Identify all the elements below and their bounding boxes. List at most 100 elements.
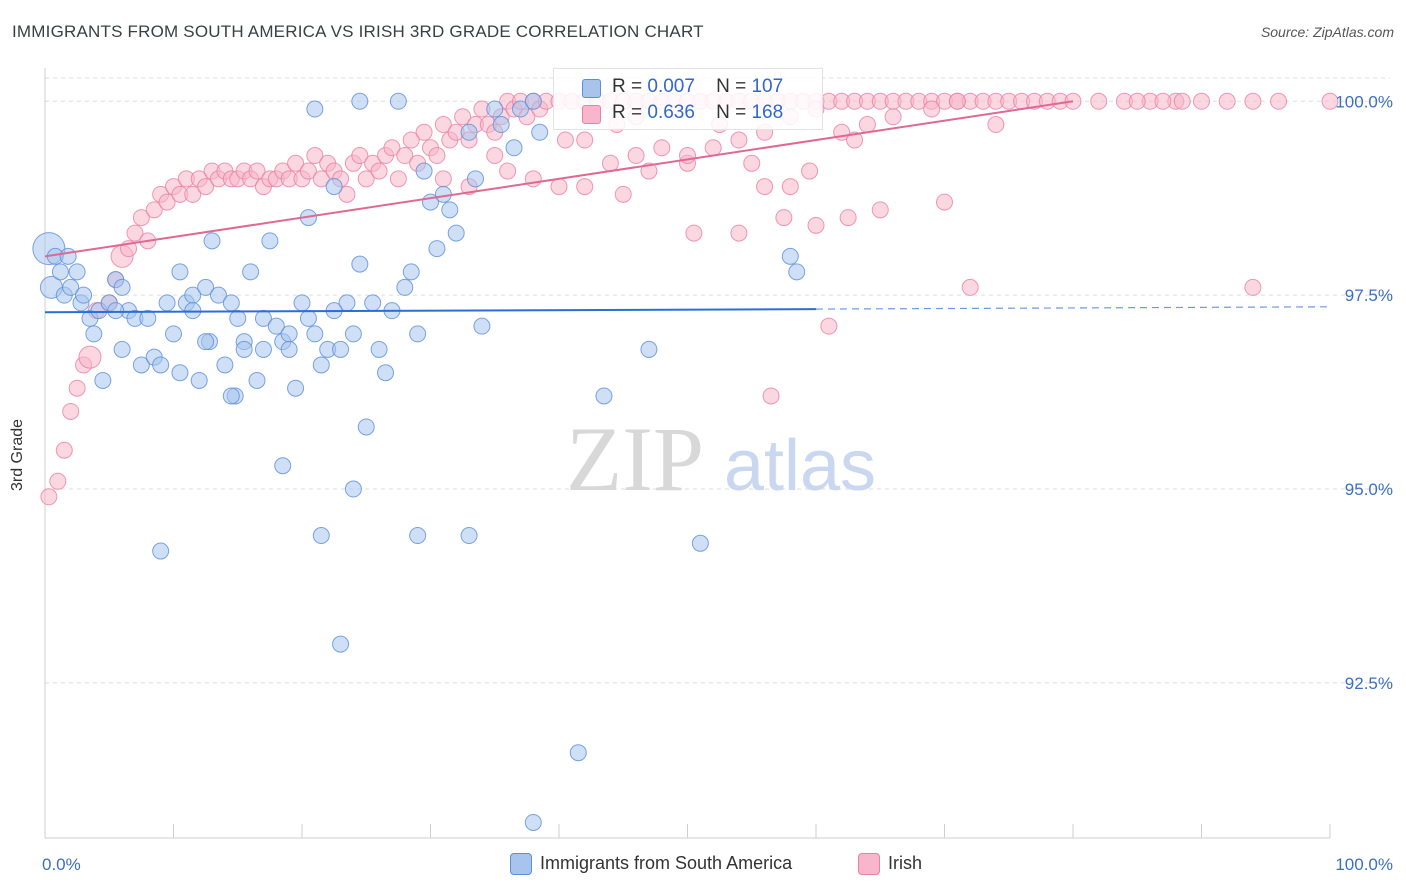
south-america-point	[511, 100, 529, 118]
south-america-point	[59, 247, 77, 265]
irish-point	[730, 224, 748, 242]
chart-title: IMMIGRANTS FROM SOUTH AMERICA VS IRISH 3…	[12, 22, 704, 41]
south-america-point	[216, 356, 234, 374]
irish-point	[756, 178, 774, 196]
south-america-point	[248, 371, 266, 389]
south-america-point	[222, 387, 240, 405]
irish-point	[1193, 92, 1210, 110]
south-america-point	[209, 286, 227, 304]
irish-point	[858, 116, 876, 134]
irish-point	[704, 139, 722, 157]
south-america-point	[85, 325, 103, 343]
irish-point	[49, 472, 67, 490]
irish-point	[775, 209, 793, 227]
irish-point	[627, 147, 645, 165]
south-america-point	[396, 278, 414, 296]
south-america-point	[312, 356, 330, 374]
south-america-point	[531, 123, 549, 141]
irish-point	[1270, 92, 1288, 110]
south-america-point	[254, 340, 272, 358]
irish-point	[383, 139, 401, 157]
bottom-legend-swatch-blue	[510, 853, 532, 875]
south-america-point	[492, 116, 510, 134]
irish-point	[126, 224, 144, 242]
bottom-legend-swatch-pink	[858, 853, 880, 875]
south-america-point	[377, 364, 395, 382]
irish-point	[389, 170, 407, 188]
irish-point	[576, 131, 594, 149]
irish-point	[1154, 92, 1172, 110]
irish-point	[923, 100, 941, 118]
y-tick-label: 97.5%	[1345, 286, 1393, 305]
south-america-point	[235, 340, 253, 358]
south-america-point	[312, 527, 330, 545]
irish-point	[1218, 92, 1236, 110]
legend-r-label: R =	[612, 76, 643, 97]
south-america-point	[51, 263, 69, 281]
irish-point	[434, 170, 452, 188]
irish-point	[839, 209, 857, 227]
south-america-point	[486, 100, 504, 118]
irish-point	[936, 193, 953, 211]
south-america-point	[389, 92, 407, 110]
south-america-point	[788, 263, 806, 281]
watermark-atlas: atlas	[724, 426, 876, 506]
south-america-point	[197, 278, 215, 296]
irish-point	[1244, 278, 1262, 296]
south-america-point	[75, 286, 93, 304]
legend-n-value: 168	[751, 102, 784, 123]
legend-r-value: 0.007	[647, 76, 695, 97]
south-america-point	[171, 364, 189, 382]
south-america-point	[280, 340, 298, 358]
south-america-point	[473, 317, 491, 335]
irish-point	[556, 131, 574, 149]
irish-point	[158, 193, 176, 211]
south-america-point	[165, 325, 182, 343]
bottom-legend-label: Irish	[888, 853, 923, 873]
south-america-point	[524, 813, 542, 831]
irish-point	[338, 185, 356, 203]
south-america-point	[62, 278, 80, 296]
irish-point	[601, 154, 619, 172]
legend-n-value: 107	[751, 76, 784, 97]
x-tick-labels: 0.0% 100.0%	[42, 855, 1393, 874]
x-tick-label: 100.0%	[1335, 855, 1393, 874]
south-america-point	[351, 255, 369, 273]
irish-point	[871, 201, 889, 219]
irish-point	[357, 170, 375, 188]
irish-point	[299, 162, 317, 180]
watermark: ZIP atlas	[566, 408, 876, 510]
south-america-point	[139, 309, 157, 327]
south-america-point	[409, 527, 427, 545]
south-america-point	[261, 232, 279, 250]
irish-point	[62, 402, 80, 420]
south-america-point	[691, 534, 709, 552]
irish-point	[743, 154, 761, 172]
south-america-point	[351, 92, 369, 110]
south-america-point	[505, 139, 523, 157]
south-america-point	[190, 371, 208, 389]
irish-point	[730, 131, 748, 149]
legend-r-label: R =	[612, 102, 643, 123]
irish-point	[454, 108, 472, 126]
x-tick-label: 0.0%	[42, 855, 81, 874]
irish-point	[653, 139, 671, 157]
irish-point	[807, 216, 825, 234]
south-america-point	[68, 263, 86, 281]
south-america-point	[293, 294, 311, 312]
south-america-point	[267, 317, 285, 335]
south-america-point	[299, 309, 317, 327]
irish-point	[762, 387, 780, 405]
legend-r-value: 0.636	[647, 102, 695, 123]
legend-swatch-blue	[582, 79, 601, 98]
bottom-legend-label: Immigrants from South America	[540, 853, 793, 873]
south-america-point	[344, 325, 362, 343]
south-america-point	[287, 379, 305, 397]
irish-point	[1128, 92, 1146, 110]
south-america-point	[113, 340, 131, 358]
south-america-point	[274, 457, 292, 475]
y-tick-labels: 92.5% 95.0% 97.5% 100.0%	[1335, 92, 1393, 693]
irish-point	[402, 131, 420, 149]
irish-point	[312, 170, 330, 188]
